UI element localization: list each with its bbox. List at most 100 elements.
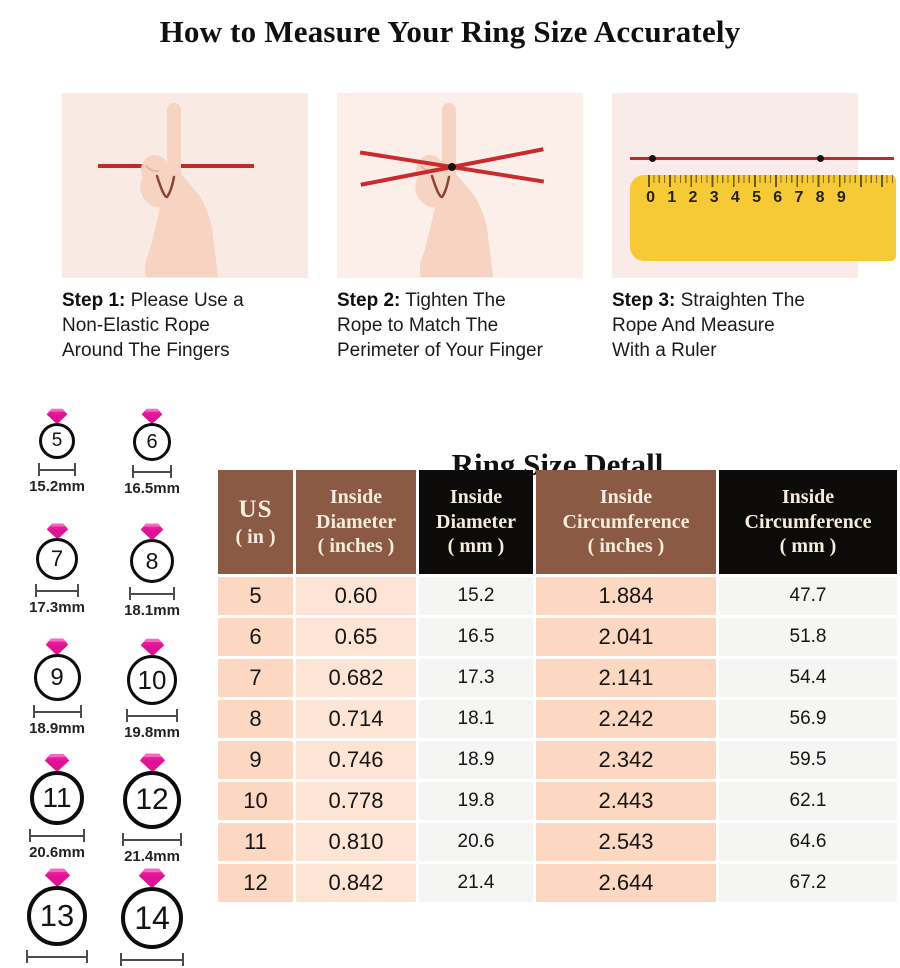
gem-icon <box>141 408 163 425</box>
ring-size-table: US( in ) Inside Diameter( inches ) Inside Di… <box>215 467 900 905</box>
ring-size-illustration: 13 <box>2 868 112 965</box>
table-cell: 2.041 <box>536 618 716 656</box>
rope-line <box>630 154 894 162</box>
table-cell: 0.714 <box>296 700 416 738</box>
table-cell: 0.746 <box>296 741 416 779</box>
diameter-bracket <box>132 465 172 478</box>
table-cell: 0.810 <box>296 823 416 861</box>
step2-caption: Step 2: Tighten The Rope to Match The Pe… <box>337 288 595 363</box>
table-cell: 5 <box>218 577 293 615</box>
table-cell: 10 <box>218 782 293 820</box>
ring-size-illustration: 10 19.8mm <box>97 638 207 741</box>
step1-caption: Step 1: Please Use a Non-Elastic Rope Ar… <box>62 288 320 363</box>
table-cell: 59.5 <box>719 741 897 779</box>
ring-diameter-label: 15.2mm <box>29 478 85 495</box>
table-cell: 7 <box>218 659 293 697</box>
table-row: 11 0.810 20.6 2.543 64.6 <box>218 823 897 861</box>
ruler-number: 8 <box>815 189 825 206</box>
ring-diameter-label: 18.1mm <box>124 602 180 619</box>
column-header: US( in ) <box>218 470 293 574</box>
gem-icon <box>46 408 68 425</box>
ring-circle: 5 <box>39 423 75 459</box>
ring-diameter-label: 20.6mm <box>29 844 85 861</box>
table-head: US( in ) Inside Diameter( inches ) Inside Di… <box>218 470 897 574</box>
diameter-bracket <box>122 833 182 846</box>
table-cell: 8 <box>218 700 293 738</box>
table-cell: 2.242 <box>536 700 716 738</box>
ruler-number: 6 <box>773 189 783 206</box>
table-cell: 2.543 <box>536 823 716 861</box>
table-cell: 12 <box>218 864 293 902</box>
table-cell: 0.65 <box>296 618 416 656</box>
step3-text: Straighten The Rope And Measure With a R… <box>612 290 805 361</box>
table-cell: 18.9 <box>419 741 533 779</box>
diameter-bracket <box>38 463 76 476</box>
ring-size-guide-page: { "page_title": "How to Measure Your Rin… <box>2 13 897 966</box>
ring-circle: 9 <box>33 654 81 701</box>
ruler-number: 9 <box>836 189 846 206</box>
table-cell: 6 <box>218 618 293 656</box>
rope-end-dot <box>817 154 824 162</box>
table-cell: 11 <box>218 823 293 861</box>
table-header-row: US( in ) Inside Diameter( inches ) Inside Di… <box>218 470 897 574</box>
table-cell: 67.2 <box>719 864 897 902</box>
table-cell: 1.884 <box>536 577 716 615</box>
step3-label: Step 3: <box>612 290 676 311</box>
ring-diameter-label: 17.3mm <box>29 599 85 616</box>
table-cell: 20.6 <box>419 823 533 861</box>
table-cell: 0.60 <box>296 577 416 615</box>
ruler-number: 3 <box>709 189 719 206</box>
table-cell: 15.2 <box>419 577 533 615</box>
table-body: 5 0.60 15.2 1.884 47.7 6 0.65 16.5 2.041 51.8 7 0.6… <box>218 577 897 902</box>
ruler-number: 4 <box>730 189 740 206</box>
ring-circle: 6 <box>133 423 171 461</box>
table-row: 10 0.778 19.8 2.443 62.1 <box>218 782 897 820</box>
table-cell: 2.342 <box>536 741 716 779</box>
ruler-number: 2 <box>688 189 698 206</box>
page-title: How to Measure Your Ring Size Accurately <box>159 13 741 49</box>
ring-diameter-label: 21.4mm <box>124 848 180 865</box>
table-cell: 0.842 <box>296 864 416 902</box>
ruler-number: 0 <box>646 189 656 206</box>
ring-size-illustration: 12 21.4mm <box>97 753 207 865</box>
ruler-number: 5 <box>752 189 761 206</box>
table-cell: 51.8 <box>719 618 897 656</box>
table-cell: 2.644 <box>536 864 716 902</box>
table-row: 6 0.65 16.5 2.041 51.8 <box>218 618 897 656</box>
gem-icon <box>138 868 166 889</box>
gem-icon <box>45 638 69 656</box>
pointing-hand-icon <box>415 103 493 277</box>
gem-icon <box>44 868 70 888</box>
step2-label: Step 2: <box>337 290 401 311</box>
ring-size-illustration: 7 17.3mm <box>2 523 112 616</box>
diameter-bracket <box>26 950 88 963</box>
gem-icon <box>139 753 165 773</box>
gem-icon <box>140 523 164 541</box>
table-row: 7 0.682 17.3 2.141 54.4 <box>218 659 897 697</box>
table-cell: 0.778 <box>296 782 416 820</box>
ring-diameter-label: 19.8mm <box>124 724 180 741</box>
table-cell: 62.1 <box>719 782 897 820</box>
ring-circle: 8 <box>130 539 174 583</box>
table-cell: 56.9 <box>719 700 897 738</box>
ruler-number: 7 <box>794 189 804 206</box>
ruler-ticks <box>648 175 894 187</box>
column-header: Inside Circumference( inches ) <box>536 470 716 574</box>
diameter-bracket <box>126 709 178 722</box>
ring-circle: 12 <box>123 771 181 829</box>
step1-label: Step 1: <box>62 290 126 311</box>
table-cell: 0.682 <box>296 659 416 697</box>
diameter-bracket <box>129 587 175 600</box>
table-cell: 16.5 <box>419 618 533 656</box>
gem-icon <box>46 523 68 540</box>
step1-figure <box>62 93 308 278</box>
ring-circle: 13 <box>27 886 87 946</box>
gem-icon <box>44 753 70 773</box>
table-cell: 21.4 <box>419 864 533 902</box>
ring-circle: 11 <box>30 771 84 825</box>
ruler-number: 1 <box>667 189 677 206</box>
ring-size-illustration: 8 18.1mm <box>97 523 207 619</box>
